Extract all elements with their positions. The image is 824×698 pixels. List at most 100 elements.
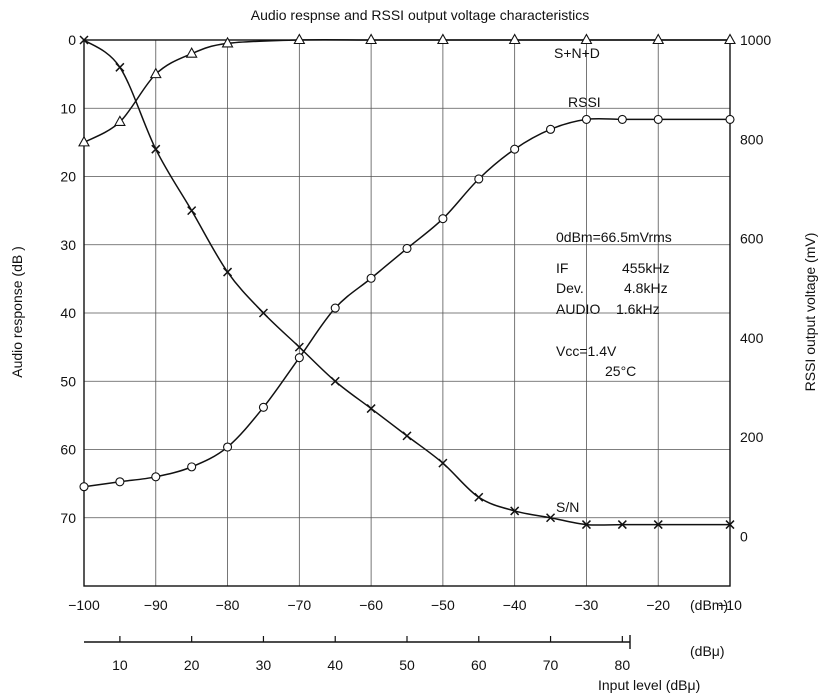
data-point-circle	[581, 114, 591, 124]
data-point-cross	[366, 404, 376, 414]
data-point-cross	[187, 206, 197, 216]
data-point-triangle	[724, 33, 736, 45]
data-point-cross	[79, 35, 89, 45]
data-point-triangle	[508, 33, 521, 45]
grid	[84, 39, 730, 586]
data-point-circle	[151, 472, 161, 482]
dbm-tick-label: −40	[503, 597, 527, 613]
dbm-tick-label: −30	[575, 597, 599, 613]
temp-note: 25°C	[605, 363, 636, 379]
conditions-annotation: 0dBm=66.5mVrms IF 455kHz Dev. 4.8kHz AUD…	[556, 229, 672, 379]
left-tick-label: 40	[60, 305, 76, 321]
data-point-circle	[474, 174, 484, 184]
data-point-cross	[725, 520, 735, 530]
data-point-circle	[223, 442, 233, 452]
left-tick-label: 20	[60, 169, 76, 185]
left-axis-ticks: 0 10 20 30 40 50 60 70	[60, 32, 76, 526]
dbm-tick-label: −90	[144, 597, 168, 613]
audio-value: 1.6kHz	[616, 301, 660, 317]
vcc-note: Vcc=1.4V	[556, 343, 617, 359]
data-point-triangle	[436, 33, 449, 45]
dbm-tick-label: −10	[718, 597, 742, 613]
data-point-circle	[258, 402, 268, 412]
series-label-rssi: RSSI	[568, 94, 601, 110]
dbu-tick-label: 20	[184, 657, 200, 673]
data-point-cross	[510, 506, 520, 516]
dbm-tick-label: −20	[646, 597, 670, 613]
data-point-cross	[151, 144, 161, 154]
dbm-tick-label: −50	[431, 597, 455, 613]
data-point-circle	[617, 114, 627, 124]
dev-label: Dev.	[556, 280, 584, 296]
if-label: IF	[556, 260, 568, 276]
series-line	[83, 38, 730, 144]
right-tick-label: 1000	[740, 32, 771, 48]
data-point-triangle	[365, 33, 378, 45]
left-tick-label: 10	[60, 100, 76, 116]
right-tick-label: 800	[740, 131, 764, 147]
data-point-cross	[294, 342, 304, 352]
dbu-tick-label: 40	[327, 657, 343, 673]
data-point-triangle	[580, 33, 593, 45]
dbu-axis-ticks: 10 20 30 40 50 60 70 80	[112, 636, 630, 673]
data-point-circle	[330, 303, 340, 313]
right-tick-label: 600	[740, 231, 764, 247]
data-point-cross	[438, 458, 448, 468]
series-s-n	[79, 35, 735, 530]
data-point-cross	[474, 492, 484, 502]
dbu-tick-label: 70	[543, 657, 559, 673]
series-s-n-d	[78, 33, 736, 147]
x-axis-label: Input level (dBμ)	[598, 677, 700, 693]
data-point-circle	[438, 214, 448, 224]
data-point-circle	[653, 114, 663, 124]
series-label-snd: S+N+D	[554, 45, 600, 61]
right-tick-label: 400	[740, 330, 764, 346]
dbu-tick-label: 60	[471, 657, 487, 673]
data-point-cross	[402, 431, 412, 441]
ref-note: 0dBm=66.5mVrms	[556, 229, 672, 245]
data-point-triangle	[185, 47, 198, 58]
data-point-cross	[258, 308, 268, 318]
data-point-circle	[115, 477, 125, 487]
data-point-triangle	[149, 67, 162, 79]
data-point-circle	[402, 243, 412, 254]
dbm-unit: (dBm)	[690, 597, 728, 613]
data-point-circle	[510, 144, 520, 154]
data-point-circle	[79, 482, 89, 492]
left-axis-label: Audio response (dB )	[9, 246, 25, 378]
data-point-triangle	[113, 115, 126, 126]
series-layer	[78, 33, 736, 530]
dev-value: 4.8kHz	[624, 280, 668, 296]
series-rssi	[79, 114, 735, 492]
dbm-tick-label: −100	[68, 597, 100, 613]
data-point-triangle	[293, 33, 306, 45]
data-point-cross	[617, 520, 627, 530]
data-point-triangle	[78, 135, 90, 147]
right-axis-ticks: 1000 800 600 400 200 0	[740, 32, 771, 544]
data-point-cross	[115, 62, 125, 72]
left-tick-label: 30	[60, 237, 76, 253]
dbu-tick-label: 80	[615, 657, 631, 673]
data-point-circle	[366, 273, 376, 283]
data-point-cross	[653, 520, 663, 530]
dbu-tick-label: 10	[112, 657, 128, 673]
dbm-axis-ticks: −100 −90 −80 −70 −60 −50 −40 −30 −20 −10	[68, 597, 742, 613]
series-line	[83, 39, 730, 526]
dbu-tick-label: 30	[256, 657, 272, 673]
left-tick-label: 0	[68, 32, 76, 48]
data-point-circle	[294, 353, 304, 363]
left-tick-label: 60	[60, 442, 76, 458]
data-point-cross	[546, 513, 556, 523]
right-tick-label: 0	[740, 528, 748, 544]
dbu-tick-label: 50	[399, 657, 415, 673]
right-tick-label: 200	[740, 429, 764, 445]
audio-label: AUDIO	[556, 301, 600, 317]
data-point-circle	[187, 462, 197, 472]
data-point-triangle	[652, 33, 665, 45]
series-label-sn: S/N	[556, 499, 579, 515]
chart-title: Audio respnse and RSSI output voltage ch…	[251, 7, 590, 23]
data-point-circle	[546, 124, 556, 134]
if-value: 455kHz	[622, 260, 669, 276]
data-point-circle	[725, 114, 735, 124]
